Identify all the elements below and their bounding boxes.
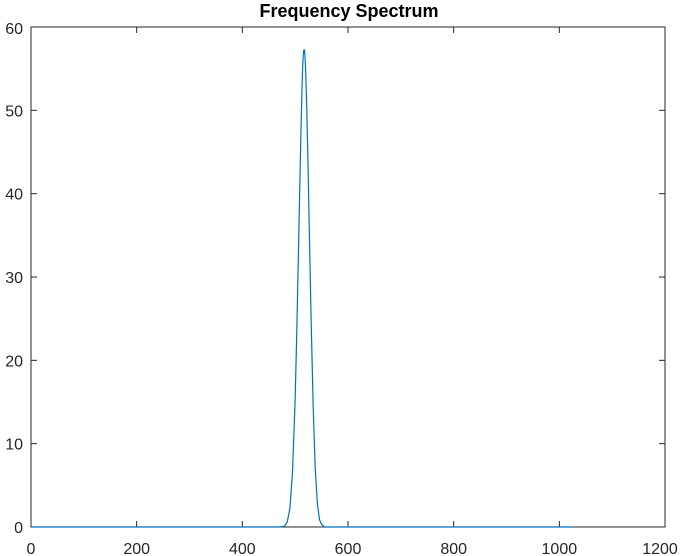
x-tick-label: 0 (27, 541, 36, 556)
series-layer (31, 48, 573, 528)
y-tick-label: 20 (5, 353, 23, 370)
x-tick-label: 1000 (542, 541, 578, 556)
y-tick-label: 50 (5, 103, 23, 120)
y-tick-label: 30 (5, 270, 23, 287)
series-line-0 (31, 48, 573, 528)
x-tick-label: 400 (229, 541, 256, 556)
x-tick-label: 200 (123, 541, 150, 556)
x-tick-label: 800 (440, 541, 467, 556)
chart-title: Frequency Spectrum (259, 1, 438, 21)
axis-ticks (30, 26, 666, 528)
x-tick-label: 1200 (642, 541, 678, 556)
y-tick-label: 0 (14, 520, 23, 537)
y-tick-label: 10 (5, 437, 23, 454)
tick-labels: 0 200 400 600 800 1000 1200 0 10 20 30 40 50 60 (5, 21, 678, 556)
y-tick-label: 60 (5, 21, 23, 38)
plot-area-box (30, 26, 666, 528)
x-tick-label: 600 (335, 541, 362, 556)
y-tick-label: 40 (5, 187, 23, 204)
